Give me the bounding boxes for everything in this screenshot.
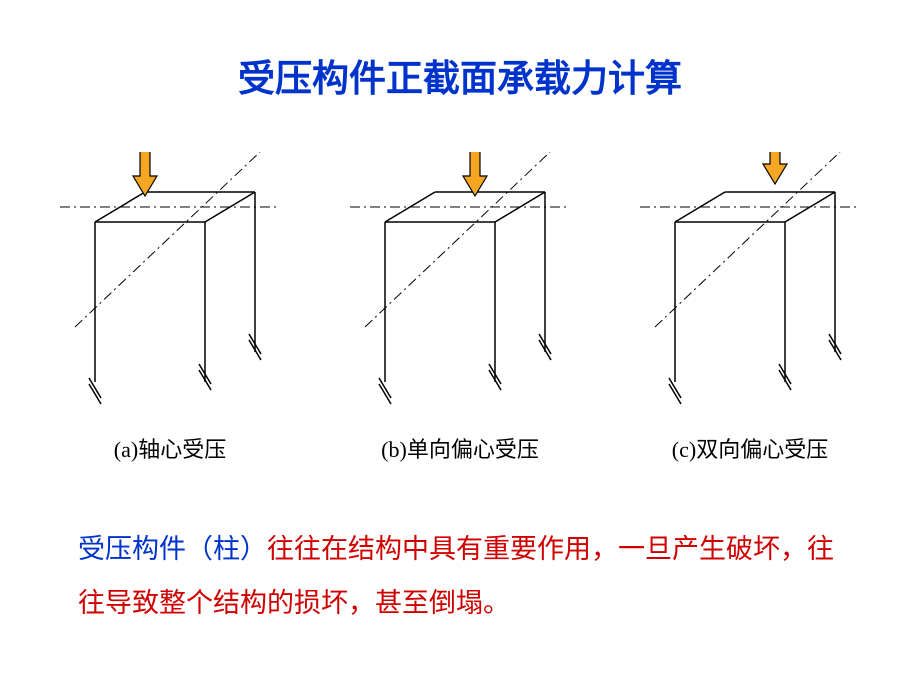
figure-a: (a)轴心受压 <box>55 152 285 464</box>
figures-row: (a)轴心受压 (b)单向偏心受压 (c)双向偏心受压 <box>0 152 920 464</box>
caption-b: (b)单向偏心受压 <box>381 432 539 464</box>
figure-b: (b)单向偏心受压 <box>345 152 575 464</box>
figure-c: (c)双向偏心受压 <box>635 152 865 464</box>
figure-c-svg <box>635 152 865 422</box>
caption-c: (c)双向偏心受压 <box>672 432 828 464</box>
bottom-text: 受压构件（柱）往往在结构中具有重要作用，一旦产生破坏，往往导致整个结构的损坏，甚… <box>78 522 842 630</box>
figure-a-svg <box>55 152 285 422</box>
bottom-blue: 受压构件（柱） <box>78 534 267 564</box>
caption-a: (a)轴心受压 <box>114 432 226 464</box>
page-title: 受压构件正截面承载力计算 <box>0 0 920 102</box>
figure-b-svg <box>345 152 575 422</box>
